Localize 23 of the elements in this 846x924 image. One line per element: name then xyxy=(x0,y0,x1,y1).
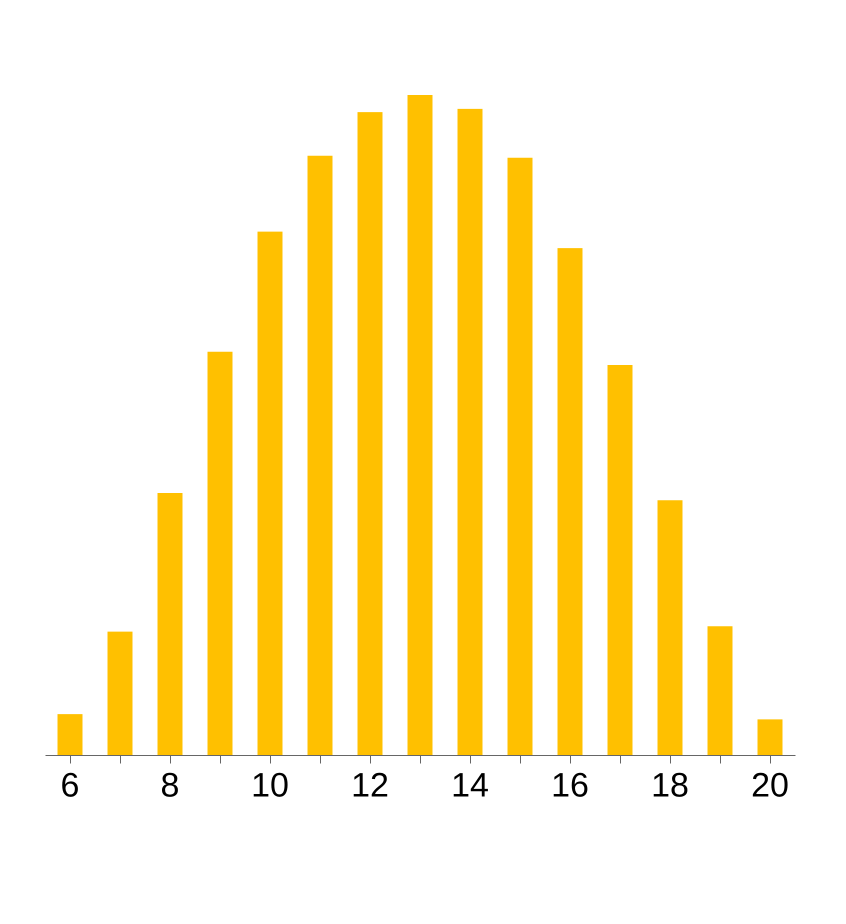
bar xyxy=(208,352,232,755)
x-tick-label: 14 xyxy=(451,766,489,804)
bar xyxy=(708,626,732,755)
x-tick-label: 8 xyxy=(160,766,180,804)
bar xyxy=(308,156,332,755)
x-tick-label: 18 xyxy=(651,766,689,804)
bar xyxy=(58,714,82,755)
bar xyxy=(108,632,132,755)
x-tick-label: 16 xyxy=(551,766,589,804)
bar xyxy=(658,500,682,755)
x-tick-label: 20 xyxy=(751,766,789,804)
bar xyxy=(508,158,532,755)
x-tick-label: 6 xyxy=(60,766,80,804)
x-tick-label: 10 xyxy=(251,766,289,804)
bar xyxy=(558,248,582,755)
bar xyxy=(458,108,482,755)
bar xyxy=(608,364,632,755)
bar xyxy=(358,112,382,755)
bar xyxy=(758,719,782,755)
x-tick-label: 12 xyxy=(351,766,389,804)
bar xyxy=(408,95,432,755)
bar xyxy=(158,492,182,755)
bar xyxy=(258,232,282,755)
